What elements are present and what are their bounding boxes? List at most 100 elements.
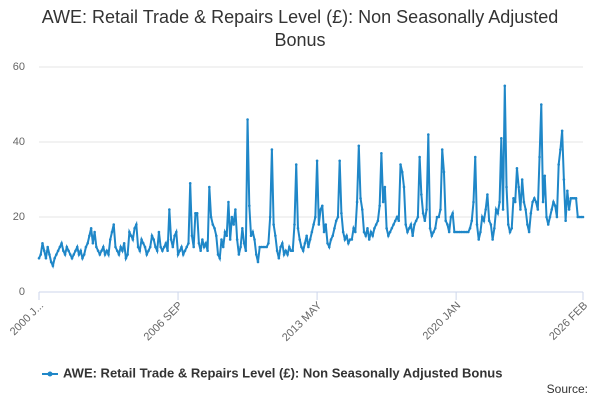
data-point xyxy=(115,249,119,253)
data-point xyxy=(286,253,289,256)
data-point xyxy=(501,208,505,211)
data-point xyxy=(96,249,100,253)
data-point xyxy=(279,245,282,249)
data-point xyxy=(100,249,103,253)
data-point xyxy=(154,245,157,249)
data-point xyxy=(395,215,399,219)
data-point xyxy=(190,234,194,238)
data-point xyxy=(253,238,256,241)
data-point xyxy=(553,204,557,208)
data-point xyxy=(81,256,84,260)
data-point xyxy=(352,226,355,230)
data-point xyxy=(201,238,204,241)
data-point xyxy=(312,223,315,226)
data-point xyxy=(168,208,171,211)
data-point xyxy=(533,196,536,200)
data-point xyxy=(566,189,569,193)
data-point xyxy=(546,223,550,226)
data-point xyxy=(213,226,216,230)
data-point xyxy=(319,208,322,211)
data-point xyxy=(329,238,333,241)
data-point xyxy=(470,219,474,223)
data-point xyxy=(126,253,129,256)
data-point xyxy=(209,215,213,219)
data-point xyxy=(228,238,232,241)
data-point xyxy=(202,245,206,249)
data-point xyxy=(164,241,168,245)
data-point xyxy=(359,196,362,200)
data-point xyxy=(392,223,395,226)
y-tick-label: 40 xyxy=(13,136,25,148)
data-point xyxy=(340,211,343,215)
data-point xyxy=(550,208,554,211)
data-point xyxy=(291,249,295,253)
data-point xyxy=(122,241,126,245)
data-point xyxy=(407,226,411,230)
data-point xyxy=(416,215,420,219)
data-point xyxy=(357,144,361,148)
data-point xyxy=(354,230,357,234)
data-point xyxy=(493,226,496,230)
x-tick-label: 2026 FEB xyxy=(547,300,590,343)
data-point xyxy=(143,245,147,249)
data-point xyxy=(503,84,507,88)
data-point xyxy=(135,223,138,226)
data-point xyxy=(374,223,378,226)
x-tick-label: 2000 J... xyxy=(8,300,46,338)
data-point xyxy=(331,234,335,238)
data-point xyxy=(129,234,133,238)
data-point xyxy=(526,223,529,226)
data-point xyxy=(536,208,540,211)
legend-label: AWE: Retail Trade & Repairs Level (£): N… xyxy=(63,365,502,380)
data-point xyxy=(487,219,491,223)
data-point xyxy=(296,226,300,230)
data-point xyxy=(574,196,578,200)
data-point xyxy=(124,256,128,260)
data-point xyxy=(147,249,150,253)
chart-title: AWE: Retail Trade & Repairs Level (£): N… xyxy=(41,7,559,50)
data-point xyxy=(545,215,548,219)
data-point xyxy=(298,238,302,241)
data-point xyxy=(112,223,116,226)
data-point xyxy=(204,241,208,245)
data-point xyxy=(437,215,441,219)
data-point xyxy=(282,253,286,256)
data-point xyxy=(428,226,432,230)
data-point xyxy=(178,249,182,253)
data-point xyxy=(234,208,237,211)
y-tick-label: 60 xyxy=(13,61,25,73)
data-point xyxy=(519,208,522,211)
data-point xyxy=(314,215,317,219)
data-point xyxy=(110,230,114,234)
data-point xyxy=(86,241,89,245)
data-point xyxy=(367,238,371,241)
data-point xyxy=(171,245,175,249)
data-point xyxy=(227,200,230,204)
data-point xyxy=(439,208,442,211)
data-point xyxy=(89,226,93,230)
data-point xyxy=(364,234,368,238)
data-point xyxy=(93,230,96,234)
data-point xyxy=(237,253,241,256)
data-point xyxy=(491,238,494,241)
data-point xyxy=(214,234,218,238)
data-point xyxy=(131,238,135,241)
data-point xyxy=(447,230,451,234)
data-point xyxy=(166,249,169,253)
data-point xyxy=(308,238,312,241)
data-point xyxy=(218,256,222,260)
data-point xyxy=(482,219,486,223)
data-point xyxy=(345,234,348,238)
data-point xyxy=(383,185,387,189)
x-tick-label: 2013 MAY xyxy=(280,299,325,344)
data-point xyxy=(119,245,122,249)
x-tick-label: 2006 SEP xyxy=(142,300,186,344)
data-point xyxy=(418,155,421,159)
data-point xyxy=(75,245,79,249)
data-point xyxy=(74,249,77,253)
data-point xyxy=(560,129,564,133)
data-point xyxy=(402,185,406,189)
data-point xyxy=(515,166,519,170)
data-point xyxy=(105,249,109,253)
data-point xyxy=(67,249,70,253)
